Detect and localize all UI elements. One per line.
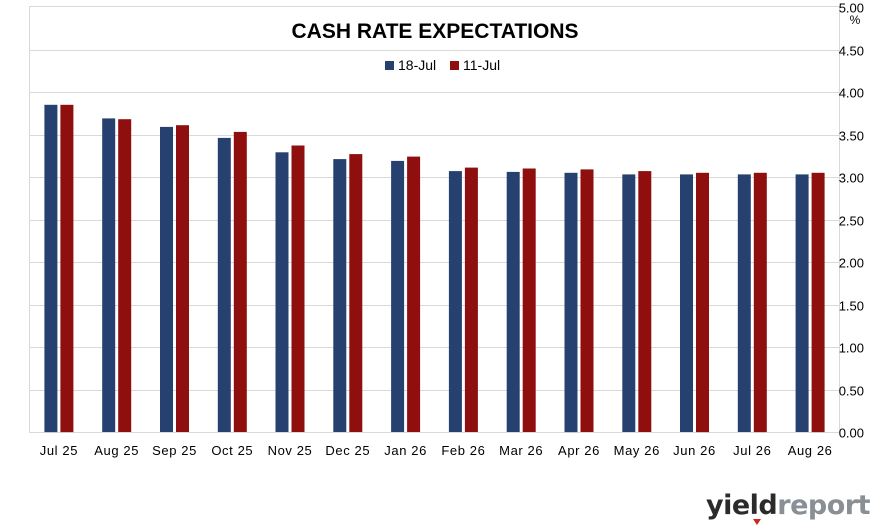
bar-18-jul [217, 137, 231, 432]
logo-part-yield: yield [706, 490, 778, 521]
y-tick-label: 4.50 [839, 44, 864, 59]
bar-18-jul [622, 174, 636, 432]
bar-11-jul [753, 172, 767, 433]
y-tick-label: 2.00 [839, 256, 864, 271]
bar-18-jul [564, 172, 578, 433]
bar-18-jul [275, 152, 289, 433]
axes: 0.00 0.50 1.00 1.50 2.00 2.50 3.00 3.50 4.00 4.50… [40, 1, 864, 459]
x-tick-label: Feb 26 [441, 443, 485, 458]
x-tick-label: Dec 25 [325, 443, 370, 458]
bar-11-jul [349, 154, 363, 432]
bar-11-jul [580, 169, 594, 432]
bar-18-jul [160, 126, 173, 433]
bar-18-jul [44, 104, 58, 433]
bar-11-jul [176, 125, 189, 432]
bar-11-jul [638, 171, 652, 432]
y-tick-label: 3.50 [839, 129, 864, 144]
bar-18-jul [102, 118, 116, 433]
x-tick-label: Apr 26 [558, 443, 600, 458]
bar-11-jul [696, 172, 709, 433]
y-tick-label: 0.00 [839, 426, 864, 441]
x-tick-label: Jan 26 [384, 443, 427, 458]
bar-11-jul [233, 131, 247, 432]
y-tick-label: 2.50 [839, 214, 864, 229]
x-tick-label: Sep 25 [152, 443, 197, 458]
x-tick-label: Aug 25 [94, 443, 139, 458]
x-tick-label: Jul 25 [40, 443, 78, 458]
legend-label-11-jul: 11-Jul [463, 57, 500, 73]
bar-11-jul [60, 104, 74, 433]
x-tick-label: Jun 26 [673, 443, 716, 458]
legend-swatch-11-jul [450, 61, 459, 70]
bar-18-jul [391, 160, 405, 432]
bar-11-jul [407, 156, 421, 432]
bar-18-jul [737, 174, 751, 432]
x-tick-label: Jul 26 [733, 443, 771, 458]
bar-11-jul [464, 167, 478, 432]
bar-11-jul [291, 145, 305, 432]
logo-tick-icon [753, 519, 761, 525]
bar-11-jul [118, 119, 132, 432]
x-tick-label: Aug 26 [788, 443, 833, 458]
y-tick-label: 0.50 [839, 384, 864, 399]
bar-18-jul [506, 171, 520, 432]
y-tick-label: 5.00 [839, 1, 864, 16]
bar-18-jul [680, 174, 693, 432]
x-tick-label: Mar 26 [499, 443, 543, 458]
y-axis-unit: % [850, 13, 861, 27]
x-tick-label: Nov 25 [268, 443, 313, 458]
yieldreport-logo: yieldreport [706, 490, 870, 521]
y-tick-label: 3.00 [839, 171, 864, 186]
bar-18-jul [795, 174, 809, 432]
y-tick-label: 1.00 [839, 341, 864, 356]
logo-part-report: report [777, 490, 870, 521]
x-tick-label: Oct 25 [211, 443, 253, 458]
legend-swatch-18-jul [385, 61, 394, 70]
bars [44, 104, 825, 433]
bar-18-jul [333, 159, 347, 432]
x-tick-label: May 26 [614, 443, 660, 458]
y-tick-label: 4.00 [839, 86, 864, 101]
chart-title: CASH RATE EXPECTATIONS [291, 20, 578, 43]
y-tick-label: 1.50 [839, 299, 864, 314]
legend-label-18-jul: 18-Jul [398, 57, 436, 73]
bar-11-jul [811, 172, 825, 433]
bar-18-jul [448, 171, 462, 432]
bar-11-jul [522, 168, 536, 432]
legend: 18-Jul 11-Jul [385, 57, 500, 73]
